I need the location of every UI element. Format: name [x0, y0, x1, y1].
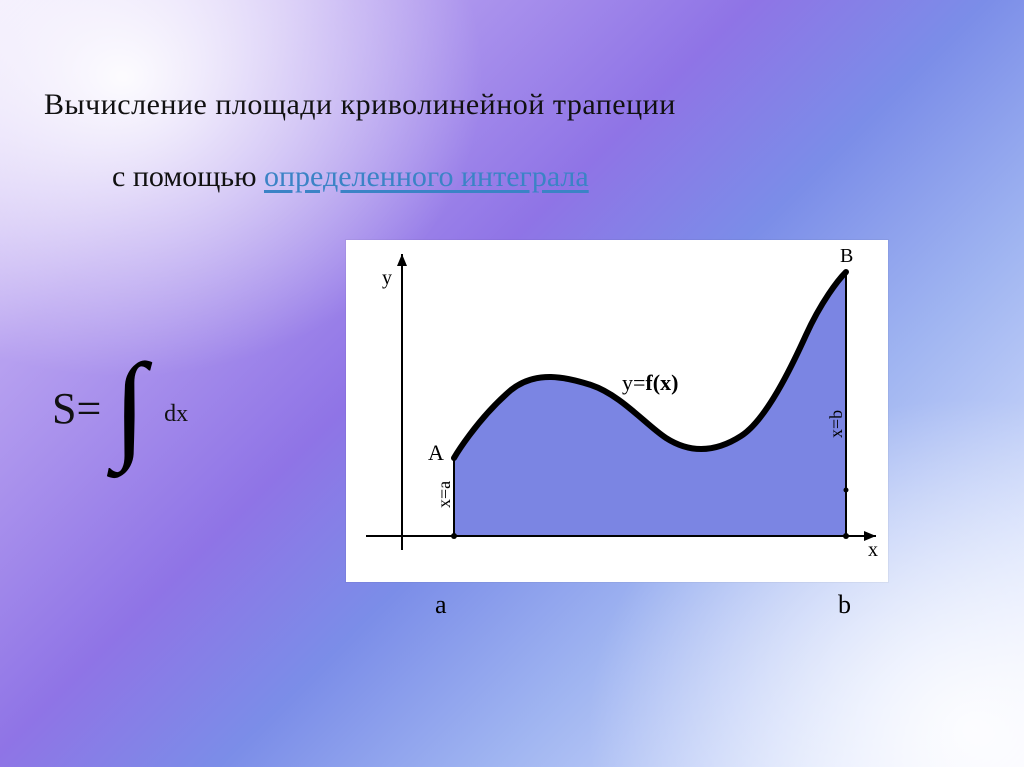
curve-label-prefix: y= [622, 370, 645, 395]
area-fill [454, 272, 846, 536]
integral-link[interactable]: определенного интеграла [264, 160, 589, 193]
axis-tick-a: a [435, 590, 447, 620]
integral-symbol-icon: ∫ [113, 358, 146, 454]
tick-b-top-dot [844, 488, 849, 493]
formula-differential: dx [164, 401, 188, 428]
y-axis-arrow-icon [397, 254, 407, 266]
title-line-2: с помощью определенного интеграла [112, 160, 589, 194]
area-formula: S= ∫ dx [52, 360, 188, 456]
title-line-1: Вычисление площади криволинейной трапеци… [44, 88, 676, 122]
curve-label-bold: f(x) [645, 370, 678, 395]
xb-label: x=b [826, 410, 846, 438]
curve-label: y=f(x) [622, 370, 678, 395]
y-axis-label: y [382, 267, 392, 289]
point-a-label: A [428, 440, 444, 465]
x-axis-label: x [868, 539, 878, 561]
xa-label: x=a [434, 481, 454, 508]
tick-b-dot [843, 533, 849, 539]
axis-tick-b: b [838, 590, 851, 620]
point-b-label: B [840, 245, 853, 267]
title-line2-prefix: с помощью [112, 160, 264, 193]
formula-lhs: S= [52, 383, 101, 434]
slide-content: Вычисление площади криволинейной трапеци… [0, 0, 1024, 767]
tick-a-dot [451, 533, 457, 539]
figure-svg: y x A B x=a x=b y=f(x) [346, 240, 888, 582]
curvilinear-trapezoid-figure: y x A B x=a x=b y=f(x) [346, 240, 888, 582]
